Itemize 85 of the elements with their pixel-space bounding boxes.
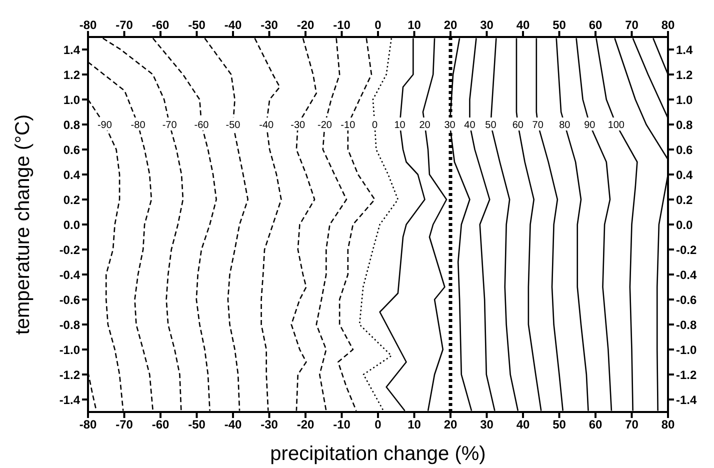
series-label: -40 [259,120,274,131]
x-tick-label: 20 [444,18,458,32]
y2-tick-label: -0.4 [676,268,698,282]
x-tick-label: -80 [79,18,97,32]
y2-tick-label: 0.6 [676,142,694,157]
series-label: 10 [394,120,406,131]
x2-tick-label: 20 [444,418,458,432]
y2-tick-label: -0.2 [676,242,698,257]
series-label: 60 [512,120,524,131]
x-tick-label: -10 [333,18,351,32]
y-tick-label: 0.0 [63,218,80,232]
series-label: -60 [194,120,210,131]
series-label: 0 [372,120,378,131]
x-axis-title: precipitation change (%) [270,443,486,465]
x2-tick-label: 60 [588,418,602,432]
y-tick-label: 0.6 [63,142,80,157]
x2-tick-label: -80 [79,418,97,432]
x2-tick-label: 30 [480,418,494,432]
y-tick-label: -1.0 [59,342,80,357]
x2-tick-label: 50 [552,418,566,432]
y-tick-label: -1.4 [59,392,80,407]
y2-tick-label: 1.2 [676,68,694,82]
y-tick-label: 1.4 [63,42,80,57]
x-tick-label: -60 [152,18,170,32]
series-label: 100 [608,120,625,131]
x2-tick-label: -60 [152,418,170,432]
series-label: -80 [130,120,146,131]
y-tick-label: -1.2 [59,368,80,382]
series-label: -70 [162,120,178,131]
x2-tick-label: 0 [374,418,382,432]
series-label: 40 [464,120,476,131]
y-axis-title: temperature change (°C) [12,114,34,335]
x-tick-label: 60 [588,18,602,32]
x-tick-label: -40 [224,18,242,32]
series-label: 70 [532,120,544,131]
x2-tick-label: 80 [661,418,675,432]
x-tick-label: -20 [296,18,314,32]
series-label: 50 [485,120,497,131]
x-tick-label: 30 [480,18,494,32]
y2-tick-label: -1.2 [676,368,698,382]
y-tick-label: 0.8 [63,118,80,132]
x-tick-label: 10 [408,18,422,32]
x2-tick-label: 70 [625,418,639,432]
x-tick-label: -70 [116,18,134,32]
y-tick-label: -0.8 [59,318,80,332]
y2-tick-label: 0.2 [676,192,694,207]
y2-tick-label: 1.0 [676,92,694,107]
y-tick-label: -0.4 [59,268,80,282]
series-label: 20 [419,120,431,131]
x-tick-label: -30 [260,18,278,32]
y-tick-label: -0.6 [59,292,80,307]
y-tick-label: 0.4 [63,168,80,182]
y2-tick-label: -0.8 [676,318,698,332]
series-label: -10 [340,120,356,131]
y2-tick-label: -0.6 [676,292,698,307]
series-label: -20 [317,120,332,131]
y2-tick-label: 0.4 [676,168,694,182]
x-tick-label: 0 [374,18,382,32]
x2-tick-label: -50 [188,418,206,432]
y2-tick-label: 0.8 [676,118,694,132]
series-label: -90 [97,120,112,131]
x-tick-label: 50 [552,18,566,32]
x-tick-label: 40 [516,18,530,32]
series-label: -30 [290,120,306,131]
y-tick-label: 1.2 [63,68,80,82]
x2-tick-label: -70 [116,418,134,432]
series-label: 90 [584,120,596,131]
x2-tick-label: -20 [296,418,314,432]
series-label: 80 [559,120,571,131]
x2-tick-label: -10 [333,418,351,432]
y2-tick-label: 1.4 [676,42,694,57]
x2-tick-label: 10 [408,418,422,432]
y2-tick-label: -1.4 [676,392,698,407]
x2-tick-label: 40 [516,418,530,432]
x-tick-label: 70 [625,18,639,32]
x2-tick-label: -40 [224,418,242,432]
y-tick-label: 1.0 [63,92,80,107]
x2-tick-label: -30 [260,418,278,432]
y2-tick-label: -1.0 [676,342,698,357]
series-label: -50 [226,120,241,131]
y-tick-label: 0.2 [63,192,80,207]
x-tick-label: -50 [188,18,206,32]
y2-tick-label: 0.0 [676,218,694,232]
x-tick-label: 80 [661,18,675,32]
y-tick-label: -0.2 [59,242,80,257]
